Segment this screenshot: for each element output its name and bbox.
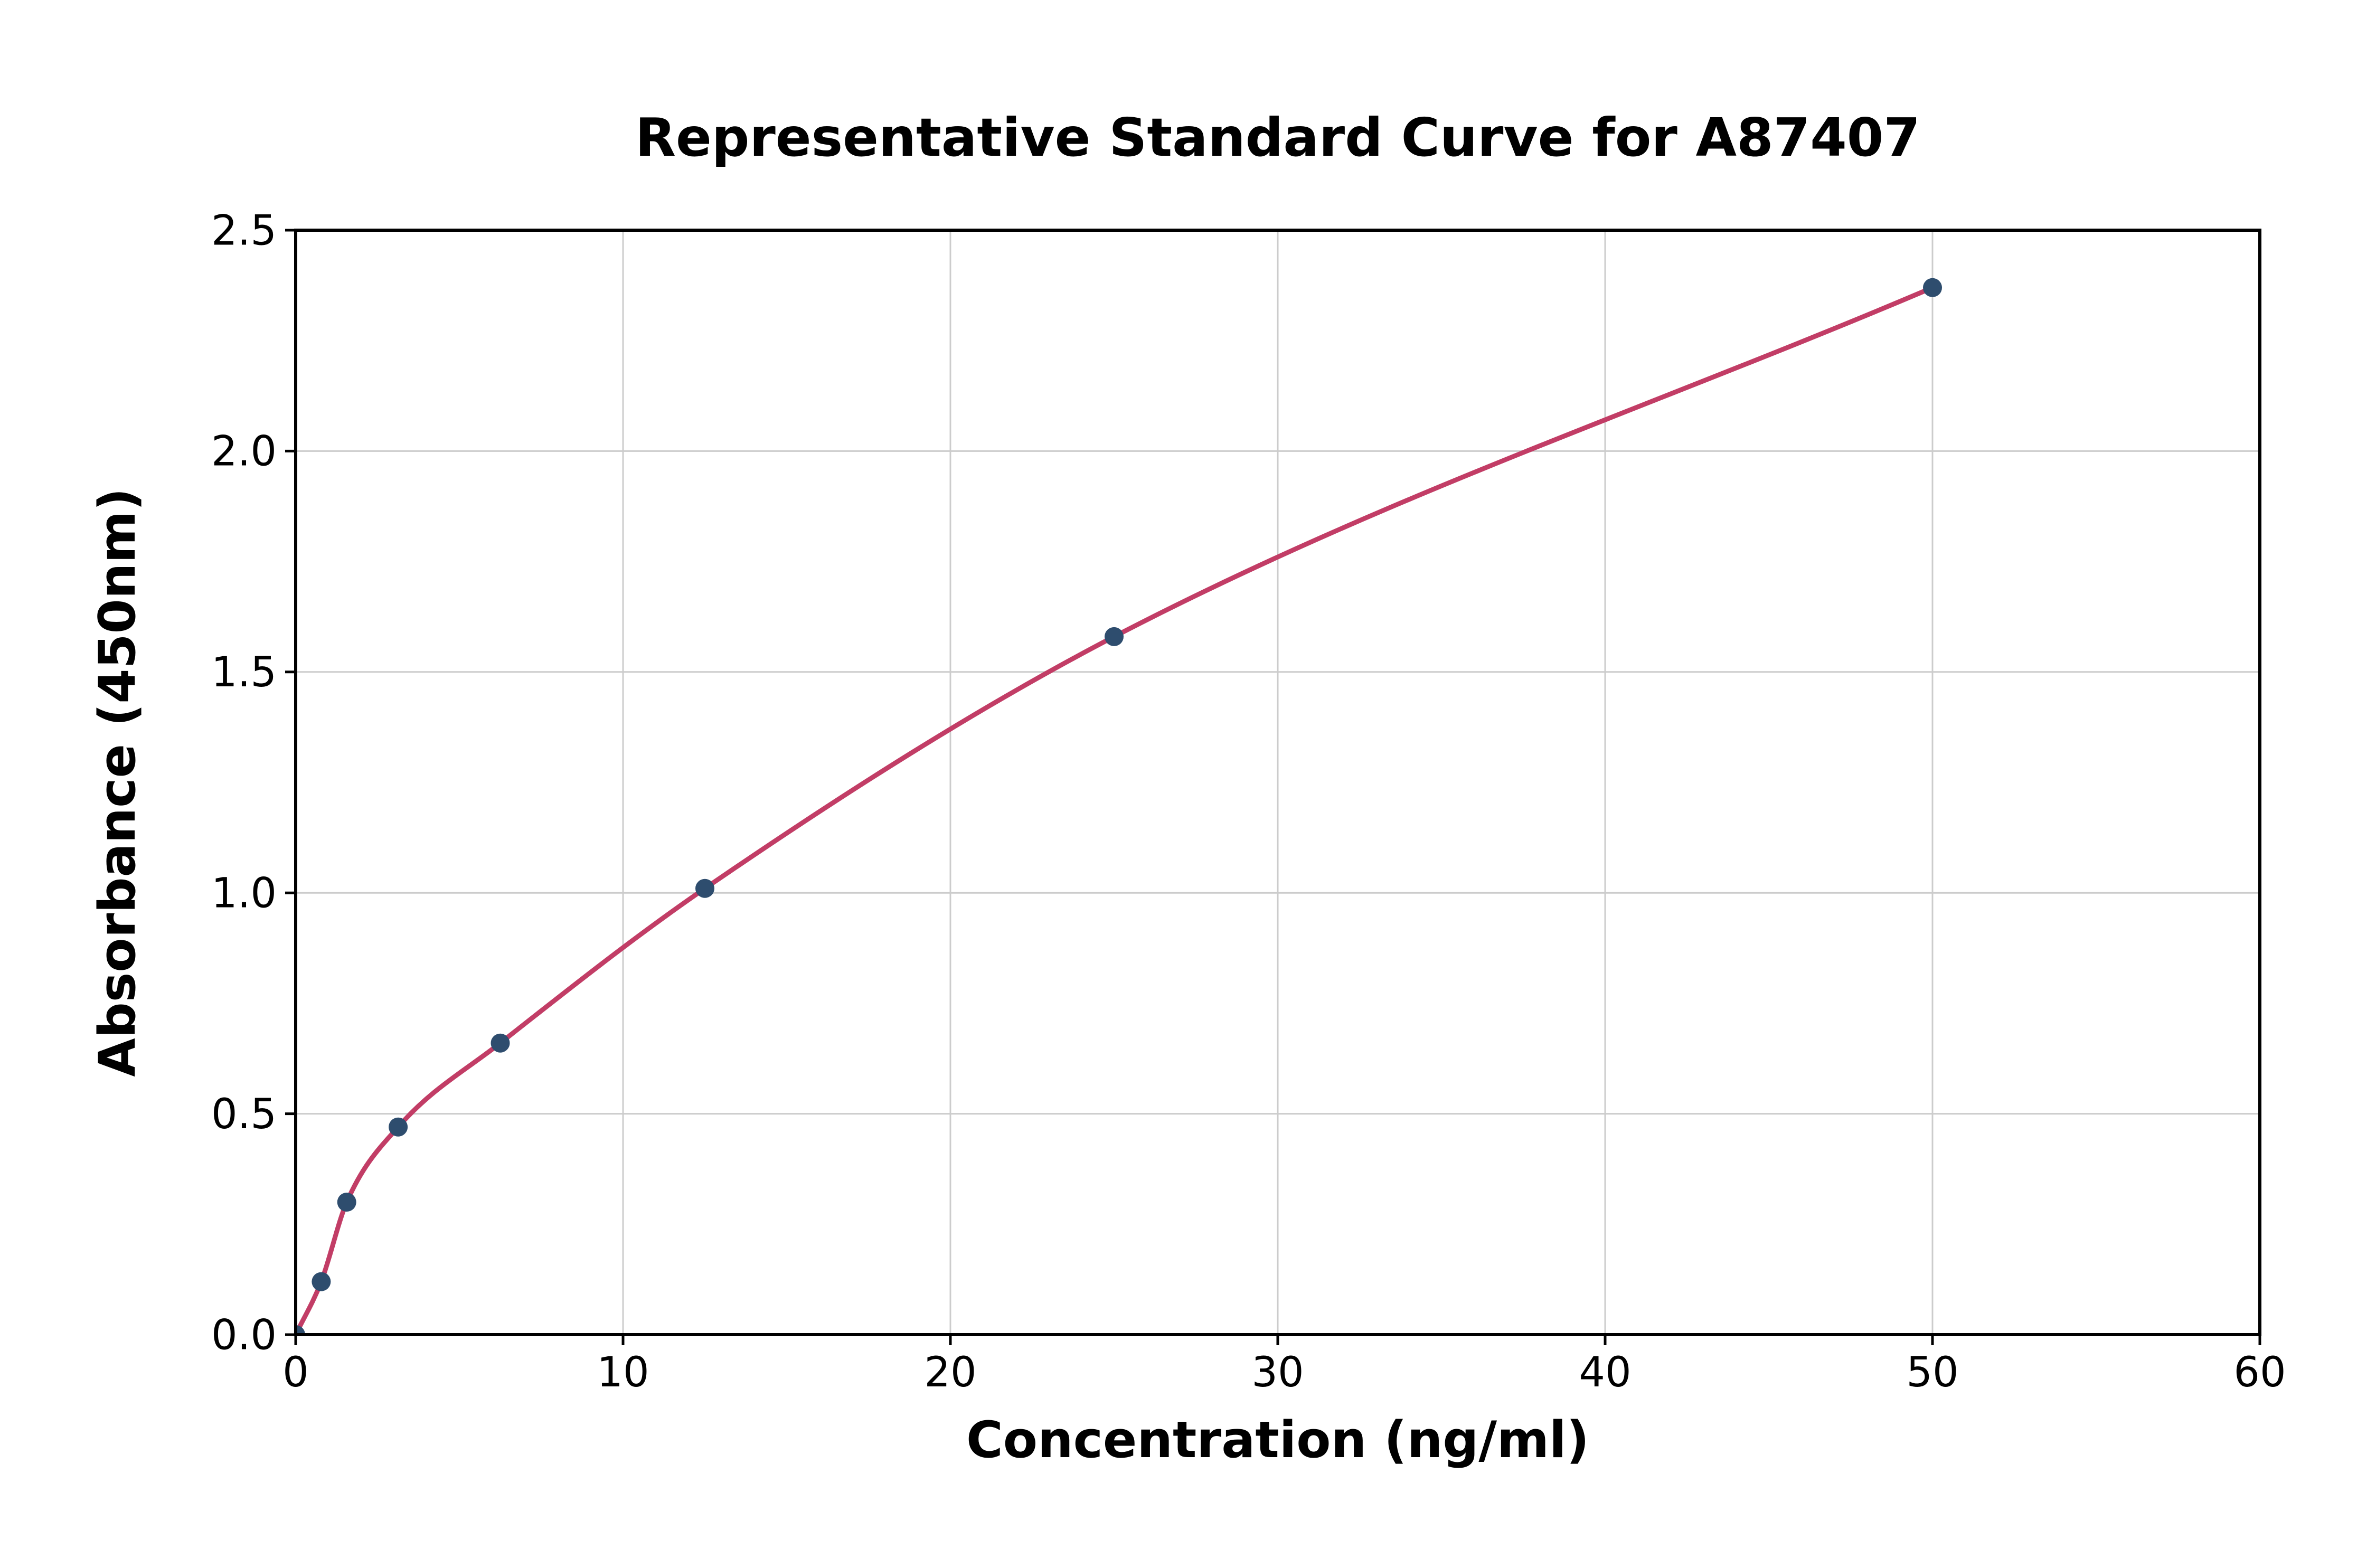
data-point — [491, 1033, 510, 1053]
data-point — [312, 1272, 331, 1291]
grid-lines — [295, 229, 2261, 1336]
y-tick-label: 2.0 — [211, 428, 277, 476]
x-tick-label: 30 — [1251, 1349, 1304, 1396]
data-point — [337, 1193, 356, 1212]
x-tick-label: 0 — [282, 1349, 309, 1396]
x-tick-label: 10 — [597, 1349, 649, 1396]
x-axis-label: Concentration (ng/ml) — [966, 1411, 1589, 1469]
x-tick-label: 60 — [2233, 1349, 2286, 1396]
plot-area — [296, 278, 1942, 1335]
y-tick-label: 1.5 — [211, 649, 277, 696]
data-point — [695, 879, 714, 898]
x-tick-label: 20 — [924, 1349, 976, 1396]
plot-border — [294, 229, 2261, 1336]
fit-curve — [296, 285, 1935, 1335]
x-tick-label: 50 — [1906, 1349, 1958, 1396]
chart-title: Representative Standard Curve for A87407 — [635, 107, 1920, 168]
y-tick-label: 1.0 — [211, 870, 277, 918]
data-point — [389, 1117, 408, 1137]
y-axis-label: Absorbance (450nm) — [89, 488, 147, 1077]
data-point — [1923, 278, 1942, 297]
data-point — [296, 1325, 305, 1335]
data-point — [1105, 627, 1124, 646]
y-tick-label: 2.5 — [211, 207, 277, 254]
y-tick-label: 0.5 — [211, 1091, 277, 1138]
y-tick-label: 0.0 — [211, 1311, 277, 1359]
axis-ticks: 0 10 20 30 40 50 60 0.0 0.5 1.0 1.5 2.0 2.5 — [211, 207, 2286, 1396]
x-tick-label: 40 — [1579, 1349, 1631, 1396]
